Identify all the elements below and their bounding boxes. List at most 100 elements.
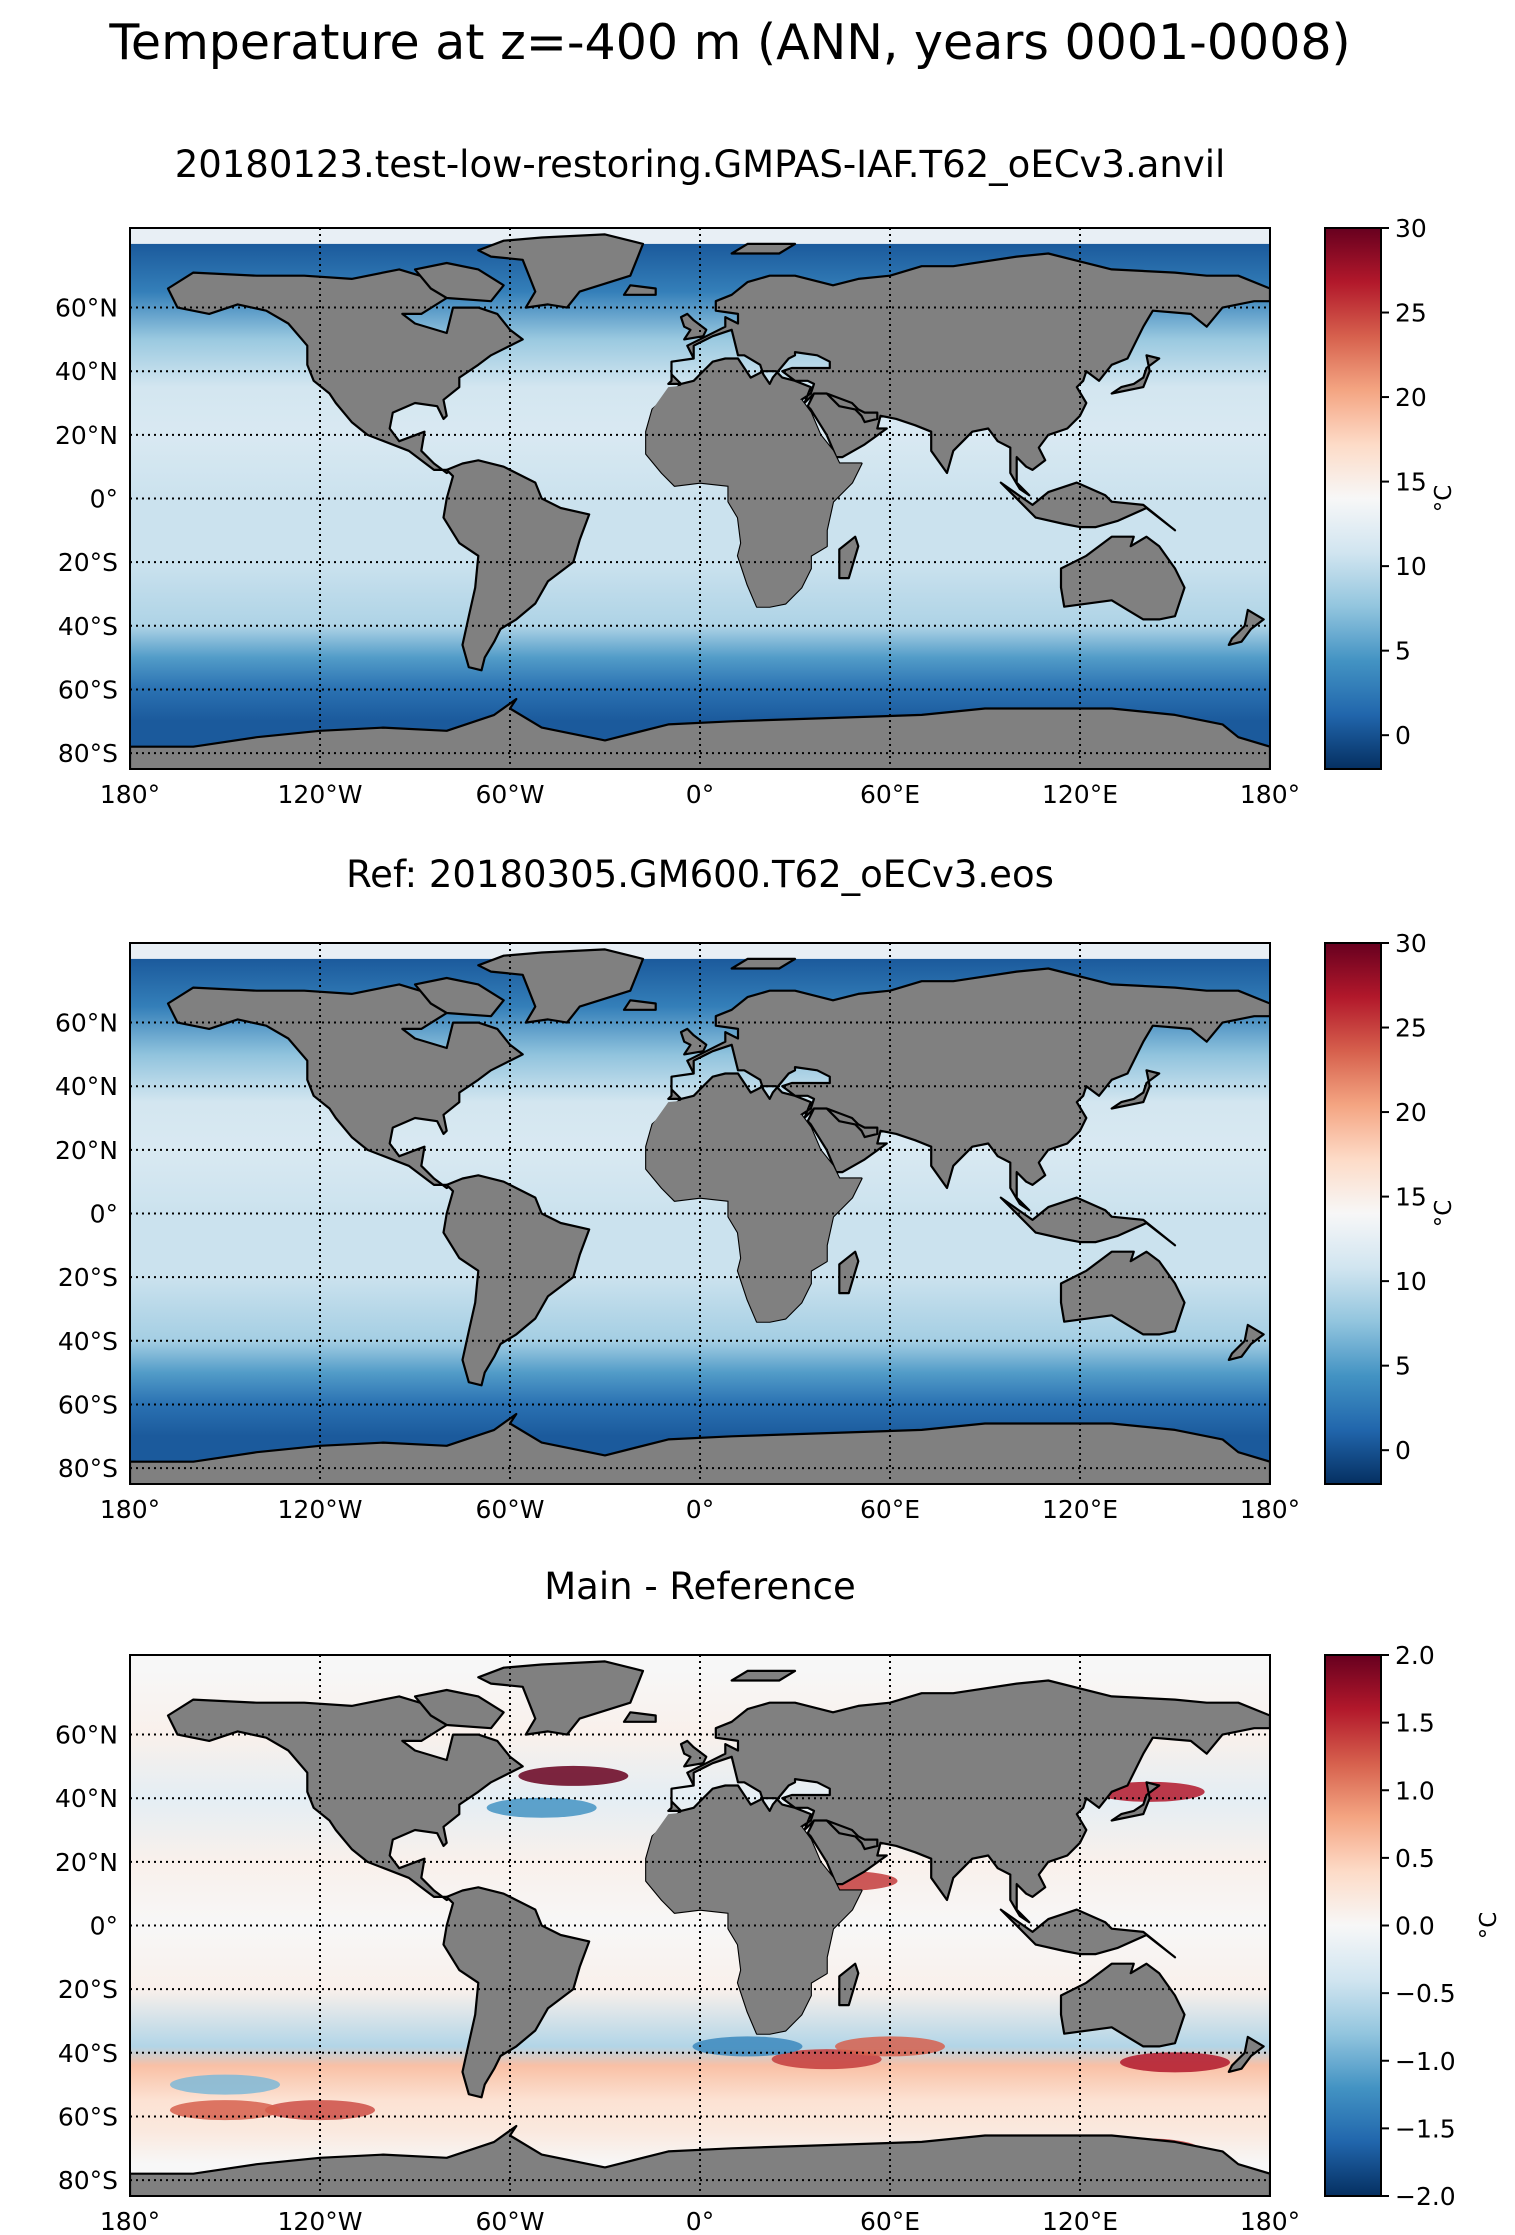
- land-australia: [1059, 1962, 1186, 2048]
- colorbar-label: °C: [1431, 485, 1457, 513]
- land-new-zealand: [1227, 2035, 1265, 2073]
- colorbar-label: °C: [1431, 1200, 1457, 1228]
- land-madagascar: [838, 1250, 860, 1295]
- colorbar-tick-label: 30: [1395, 214, 1427, 243]
- y-tick-label: 20°S: [58, 1263, 118, 1292]
- colorbar-tick-label: −2.0: [1395, 2182, 1456, 2211]
- x-tick-label: 60°E: [860, 2207, 920, 2235]
- land-australia: [1059, 535, 1186, 621]
- land-south-america: [442, 459, 591, 672]
- x-tick-label: 60°W: [475, 780, 544, 809]
- anomaly-blob: [771, 2049, 882, 2070]
- y-tick-label: 0°: [90, 1912, 118, 1941]
- panel-title-reference: Ref: 20180305.GM600.T62_oECv3.eos: [346, 853, 1054, 896]
- y-tick-label: 60°N: [55, 1721, 118, 1750]
- x-tick-label: 120°E: [1042, 2207, 1118, 2235]
- colorbar-tick-label: 0: [1395, 1436, 1411, 1465]
- plot-frame: [129, 1654, 1271, 2197]
- x-tick-label: 120°E: [1042, 780, 1118, 809]
- colorbar-tick-label: 1.0: [1395, 1776, 1435, 1805]
- colorbar-label: °C: [1476, 1912, 1502, 1940]
- x-tick-label: 60°E: [860, 1495, 920, 1524]
- colorbar: [1324, 1654, 1382, 2197]
- x-tick-label: 120°E: [1042, 1495, 1118, 1524]
- y-tick-label: 20°S: [58, 548, 118, 577]
- land-greenland: [477, 948, 645, 1024]
- land-africa-fill: [646, 1095, 862, 1322]
- land-africa-fill: [646, 380, 862, 607]
- colorbar: [1324, 942, 1382, 1485]
- colorbar-tick-label: 15: [1395, 1183, 1427, 1212]
- x-tick-label: 180°: [1240, 2207, 1300, 2235]
- land-japan: [1110, 1069, 1161, 1110]
- plot-frame: [129, 942, 1271, 1485]
- colorbar-tick-label: 1.5: [1395, 1709, 1435, 1738]
- land-japan: [1110, 354, 1161, 395]
- y-tick-label: 40°S: [58, 2039, 118, 2068]
- anomaly-blob: [486, 1797, 597, 1818]
- y-tick-label: 40°N: [55, 357, 118, 386]
- colorbar-tick-label: 5: [1395, 1352, 1411, 1381]
- land-greenland: [477, 1660, 645, 1736]
- land-svalbard: [730, 957, 797, 970]
- y-tick-label: 80°S: [58, 739, 118, 768]
- land-uk: [679, 1739, 708, 1768]
- land-greenland: [477, 233, 645, 309]
- y-tick-label: 40°N: [55, 1784, 118, 1813]
- land-new-zealand: [1227, 1323, 1265, 1362]
- anomaly-blob: [518, 1765, 629, 1786]
- x-tick-label: 120°W: [278, 780, 363, 809]
- x-tick-label: 180°: [100, 1495, 160, 1524]
- land-iceland: [622, 999, 657, 1011]
- land-japan: [1110, 1781, 1161, 1822]
- x-tick-label: 0°: [686, 1495, 714, 1524]
- anomaly-blob: [170, 2074, 280, 2095]
- land-south-america: [442, 1174, 591, 1387]
- land-madagascar: [838, 535, 860, 580]
- land-madagascar: [838, 1962, 860, 2007]
- y-tick-label: 60°N: [55, 294, 118, 323]
- y-tick-label: 40°N: [55, 1072, 118, 1101]
- figure-title: Temperature at z=-400 m (ANN, years 0001…: [109, 14, 1351, 71]
- colorbar-tick-label: 20: [1395, 383, 1427, 412]
- y-tick-label: 20°N: [55, 1848, 118, 1877]
- y-tick-label: 60°N: [55, 1009, 118, 1038]
- land-australia: [1059, 1250, 1186, 1336]
- land-south-america: [442, 1886, 591, 2099]
- y-tick-label: 20°S: [58, 1975, 118, 2004]
- y-tick-label: 60°S: [58, 675, 118, 704]
- y-tick-label: 40°S: [58, 1327, 118, 1356]
- y-tick-label: 40°S: [58, 612, 118, 641]
- land-svalbard: [730, 242, 797, 255]
- land-new-zealand: [1227, 608, 1265, 647]
- colorbar-tick-label: 0.5: [1395, 1844, 1435, 1873]
- colorbar-tick-label: 2.0: [1395, 1641, 1435, 1670]
- colorbar-tick-label: 20: [1395, 1098, 1427, 1127]
- colorbar-tick-label: −1.5: [1395, 2114, 1456, 2143]
- anomaly-blob: [1120, 2052, 1230, 2073]
- y-tick-label: 0°: [90, 485, 118, 514]
- x-tick-label: 0°: [686, 2207, 714, 2235]
- land-uk: [679, 312, 708, 341]
- x-tick-label: 60°W: [475, 2207, 544, 2235]
- panel-title-difference: Main - Reference: [544, 1565, 856, 1608]
- x-tick-label: 180°: [1240, 780, 1300, 809]
- colorbar: [1324, 227, 1382, 770]
- land-baffin: [413, 1688, 505, 1730]
- land-north-america: [166, 1695, 524, 1902]
- anomaly-blob: [170, 2100, 280, 2121]
- colorbar-tick-label: 30: [1395, 929, 1427, 958]
- x-tick-label: 120°W: [278, 1495, 363, 1524]
- colorbar-tick-label: 0.0: [1395, 1912, 1435, 1941]
- y-tick-label: 0°: [90, 1200, 118, 1229]
- plot-frame: [129, 227, 1271, 770]
- y-tick-label: 80°S: [58, 2166, 118, 2195]
- panel-title-main: 20180123.test-low-restoring.GMPAS-IAF.T6…: [174, 143, 1226, 186]
- colorbar-tick-label: 0: [1395, 721, 1411, 750]
- land-indonesia: [999, 1908, 1177, 1959]
- y-tick-label: 60°S: [58, 1390, 118, 1419]
- anomaly-blob: [265, 2100, 375, 2121]
- x-tick-label: 180°: [1240, 1495, 1300, 1524]
- anomaly-blob: [692, 2036, 803, 2057]
